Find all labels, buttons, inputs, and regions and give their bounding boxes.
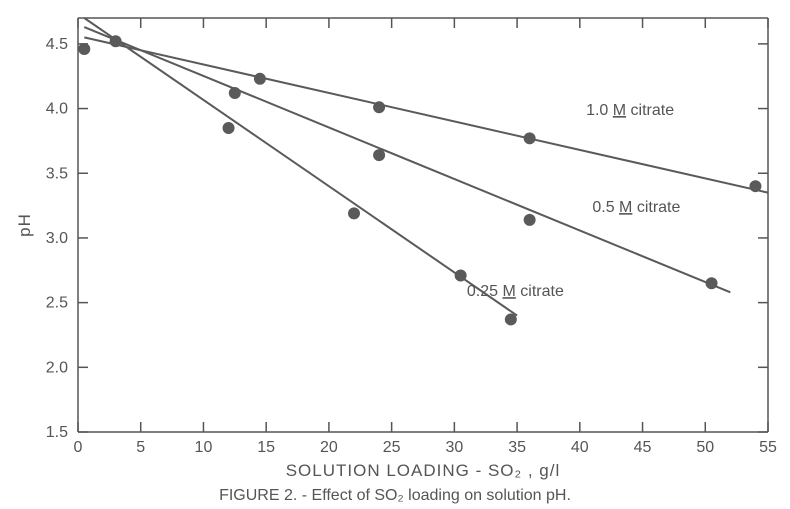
- data-point: [349, 208, 360, 219]
- x-axis-label: SOLUTION LOADING - SO₂ , g/l: [286, 461, 561, 480]
- y-tick-label: 2.5: [46, 295, 68, 312]
- x-tick-label: 25: [383, 439, 401, 456]
- x-tick-label: 0: [74, 439, 83, 456]
- data-point: [505, 314, 516, 325]
- data-point: [706, 278, 717, 289]
- x-tick-label: 10: [195, 439, 213, 456]
- y-tick-label: 4.0: [46, 101, 68, 118]
- x-tick-label: 35: [508, 439, 526, 456]
- x-tick-label: 20: [320, 439, 338, 456]
- chart-svg: 0 5 10 15 20 25 30 35 40 45 50 55 1.5 2.0 2.5 3.0 3.5 4.0…: [0, 0, 790, 509]
- x-tick-label: 5: [136, 439, 145, 456]
- series-label-citrate-0.25M: 0.25 M citrate: [467, 283, 564, 300]
- figure-container: 0 5 10 15 20 25 30 35 40 45 50 55 1.5 2.0 2.5 3.0 3.5 4.0…: [0, 0, 790, 509]
- x-tick-label: 45: [634, 439, 652, 456]
- data-point: [374, 150, 385, 161]
- data-point: [223, 122, 234, 133]
- data-point: [374, 102, 385, 113]
- data-point: [229, 88, 240, 99]
- x-tick-label: 50: [696, 439, 714, 456]
- data-point: [524, 214, 535, 225]
- x-tick-label: 40: [571, 439, 589, 456]
- y-tick-label: 3.5: [46, 165, 68, 182]
- data-point: [254, 73, 265, 84]
- x-tick-label: 30: [445, 439, 463, 456]
- y-tick-label: 1.5: [46, 424, 68, 441]
- series-label-citrate-1.0M: 1.0 M citrate: [586, 102, 674, 119]
- data-point: [79, 44, 90, 55]
- y-tick-label: 4.5: [46, 36, 68, 53]
- figure-caption: FIGURE 2. - Effect of SO₂ loading on sol…: [219, 487, 571, 504]
- data-point: [455, 270, 466, 281]
- x-tick-label: 15: [257, 439, 275, 456]
- data-point: [750, 181, 761, 192]
- x-tick-label: 55: [759, 439, 777, 456]
- y-axis-label: pH: [15, 213, 34, 237]
- series-label-citrate-0.5M: 0.5 M citrate: [592, 199, 680, 216]
- series-line-citrate-0.25M: [84, 18, 517, 316]
- data-point: [524, 133, 535, 144]
- series-line-citrate-0.5M: [84, 27, 730, 292]
- y-tick-label: 3.0: [46, 230, 68, 247]
- y-tick-label: 2.0: [46, 359, 68, 376]
